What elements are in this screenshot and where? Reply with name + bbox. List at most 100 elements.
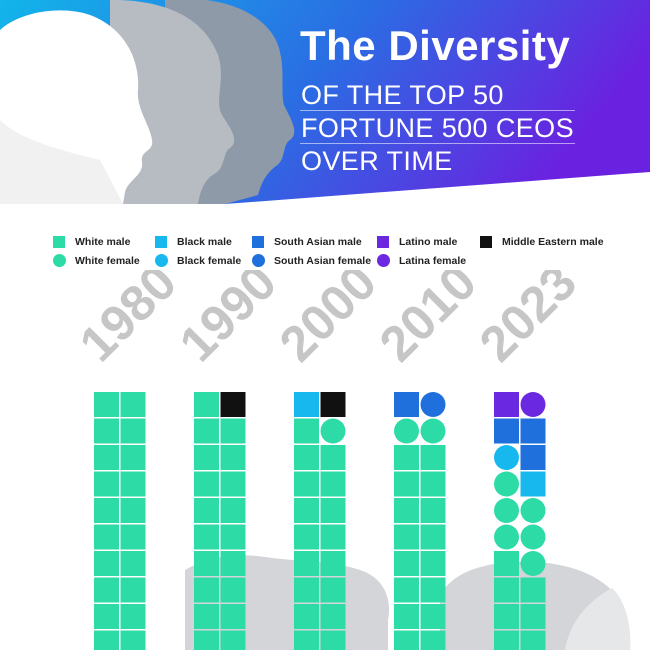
- chart-legend: White male White female Black male Black…: [0, 228, 650, 278]
- waffle-cell-2000-white-male: [320, 471, 346, 497]
- waffle-cell-2000-white-male: [320, 604, 346, 629]
- waffle-cell-2023-white-male: [520, 630, 546, 650]
- waffle-cell-1980-white-male: [94, 471, 119, 497]
- waffle-cell-2010-white-female: [420, 418, 446, 444]
- waffle-cell-2010-white-male: [394, 630, 419, 650]
- subtitle-line-3: OVER TIME: [301, 146, 453, 176]
- waffle-cell-2023-latina-female: [520, 392, 546, 417]
- waffle-cell-2010-white-male: [394, 498, 419, 523]
- waffle-cell-2000-white-male: [294, 577, 319, 603]
- waffle-cell-2000-white-male: [294, 418, 319, 444]
- legend-label-white-female: White female: [75, 255, 140, 267]
- waffle-cell-2023-white-male: [520, 577, 546, 603]
- subtitle-divider-1: [300, 110, 575, 111]
- subtitle-line-2: FORTUNE 500 CEOS: [301, 113, 574, 143]
- waffle-cell-2000-white-male: [320, 445, 346, 470]
- year-label-1980: 1980: [69, 270, 187, 372]
- legend-swatch-white-male: [53, 236, 65, 248]
- waffle-cell-2023-latino-male: [494, 392, 519, 417]
- waffle-cell-1990-white-male: [194, 445, 219, 470]
- waffle-cell-1980-white-male: [120, 392, 146, 417]
- waffle-cell-2023-white-male: [520, 604, 546, 629]
- waffle-cell-2023-black-female: [494, 445, 519, 470]
- waffle-cell-1980-white-male: [120, 604, 146, 629]
- subtitle-divider-2: [300, 143, 575, 144]
- waffle-cell-2000-white-male: [320, 630, 346, 650]
- waffle-cell-1990-white-male: [220, 630, 246, 650]
- waffle-cell-2000-white-male: [320, 524, 346, 550]
- waffle-cell-1980-white-male: [120, 630, 146, 650]
- waffle-cell-1990-middle-eastern-male: [220, 392, 246, 417]
- waffle-cell-2023-white-male: [494, 577, 519, 603]
- waffle-cell-2010-south-asian-male: [394, 392, 419, 417]
- waffle-cell-1990-white-male: [194, 524, 219, 550]
- waffle-cell-1990-white-male: [194, 471, 219, 497]
- waffle-cell-2023-white-female: [520, 524, 546, 550]
- waffle-cell-1980-white-male: [120, 471, 146, 497]
- waffle-cell-1980-white-male: [94, 524, 119, 550]
- silhouette-front-shade: [0, 120, 123, 204]
- waffle-cell-2023-black-male: [520, 471, 546, 497]
- waffle-cell-2023-white-female: [494, 524, 519, 550]
- waffle-cell-2023-south-asian-male: [520, 445, 546, 470]
- waffle-cell-2010-south-asian-female: [420, 392, 446, 417]
- legend-label-black-female: Black female: [177, 255, 242, 267]
- waffle-cell-1990-white-male: [220, 445, 246, 470]
- waffle-cell-1980-white-male: [94, 577, 119, 603]
- waffle-cell-1980-white-male: [94, 604, 119, 629]
- waffle-cell-2010-white-male: [420, 604, 446, 629]
- waffle-cell-2000-white-male: [320, 577, 346, 603]
- page-title: The Diversity: [300, 22, 571, 69]
- legend-label-white-male: White male: [75, 236, 131, 248]
- waffle-cell-2010-white-male: [394, 471, 419, 497]
- waffle-cell-2023-white-female: [520, 498, 546, 523]
- waffle-cell-1980-white-male: [120, 524, 146, 550]
- waffle-cell-2023-white-male: [494, 630, 519, 650]
- waffle-cell-2000-white-male: [294, 445, 319, 470]
- waffle-cell-2000-white-male: [320, 551, 346, 576]
- waffle-cell-1990-white-male: [194, 418, 219, 444]
- legend-swatch-black-female: [155, 254, 168, 267]
- waffle-cell-1980-white-male: [120, 498, 146, 523]
- waffle-cell-1990-white-male: [194, 577, 219, 603]
- background-silhouette-right-highlight: [565, 588, 631, 650]
- waffle-cell-1990-white-male: [220, 524, 246, 550]
- waffle-cell-1980-white-male: [94, 498, 119, 523]
- waffle-cell-1980-white-male: [94, 630, 119, 650]
- waffle-cell-2000-white-male: [320, 498, 346, 523]
- legend-label-south-asian-male: South Asian male: [274, 236, 362, 248]
- legend-swatch-black-male: [155, 236, 167, 248]
- legend-swatch-south-asian-female: [252, 254, 265, 267]
- waffle-cell-2000-middle-eastern-male: [320, 392, 346, 417]
- waffle-cell-2010-white-male: [420, 551, 446, 576]
- waffle-cell-2010-white-male: [394, 604, 419, 629]
- waffle-cell-2010-white-male: [420, 577, 446, 603]
- year-label-1990: 1990: [169, 270, 287, 372]
- waffle-cell-2010-white-male: [394, 445, 419, 470]
- waffle-cell-1980-white-male: [120, 577, 146, 603]
- legend-swatch-white-female: [53, 254, 66, 267]
- waffle-cell-2000-white-female: [320, 418, 346, 444]
- waffle-cell-2023-south-asian-male: [494, 418, 519, 444]
- waffle-cell-1990-white-male: [220, 418, 246, 444]
- waffle-cell-2010-white-male: [394, 524, 419, 550]
- legend-swatch-middle-eastern-male: [480, 236, 492, 248]
- waffle-cell-1990-white-male: [194, 392, 219, 417]
- waffle-cell-2000-white-male: [294, 471, 319, 497]
- waffle-cell-2023-south-asian-male: [520, 418, 546, 444]
- waffle-cell-2010-white-male: [394, 577, 419, 603]
- waffle-cell-1990-white-male: [220, 577, 246, 603]
- waffle-cell-1980-white-male: [94, 392, 119, 417]
- legend-swatch-south-asian-male: [252, 236, 264, 248]
- legend-label-middle-eastern-male: Middle Eastern male: [502, 236, 604, 248]
- waffle-cell-1980-white-male: [94, 418, 119, 444]
- waffle-cell-2023-white-male: [494, 551, 519, 576]
- waffle-cell-2000-white-male: [294, 630, 319, 650]
- waffle-cell-2000-black-male: [294, 392, 319, 417]
- waffle-cell-1980-white-male: [120, 445, 146, 470]
- waffle-cell-2000-white-male: [294, 524, 319, 550]
- waffle-cells: [94, 392, 546, 650]
- waffle-cell-1990-white-male: [220, 604, 246, 629]
- waffle-cell-1980-white-male: [94, 445, 119, 470]
